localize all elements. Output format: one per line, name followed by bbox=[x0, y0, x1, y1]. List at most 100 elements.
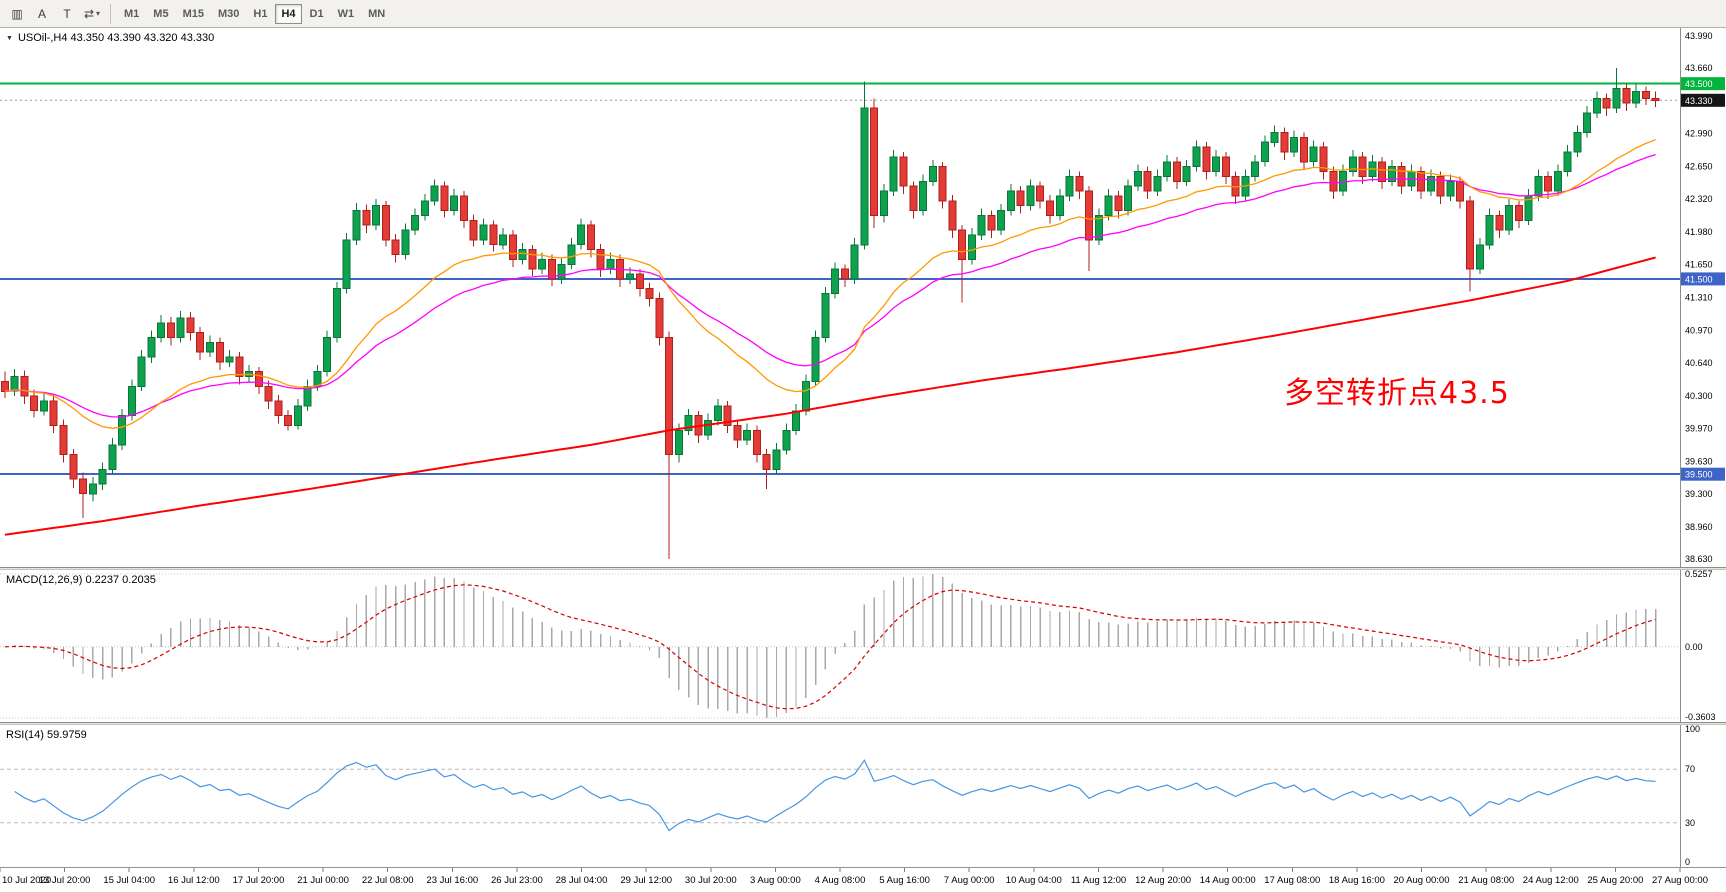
svg-text:14 Aug 00:00: 14 Aug 00:00 bbox=[1200, 875, 1256, 886]
svg-text:0.5257: 0.5257 bbox=[1685, 570, 1713, 579]
timeframe-m30-button[interactable]: M30 bbox=[212, 4, 245, 24]
svg-text:41.500: 41.500 bbox=[1685, 274, 1713, 284]
support2-price-badge bbox=[1681, 467, 1725, 481]
svg-text:42.650: 42.650 bbox=[1685, 162, 1713, 172]
svg-text:43.990: 43.990 bbox=[1685, 31, 1713, 41]
svg-text:18 Aug 16:00: 18 Aug 16:00 bbox=[1329, 875, 1385, 886]
timeframe-m15-button[interactable]: M15 bbox=[177, 4, 210, 24]
rsi-label: RSI(14) 59.9759 bbox=[6, 729, 87, 741]
support1-price-badge bbox=[1681, 272, 1725, 286]
svg-text:24 Aug 12:00: 24 Aug 12:00 bbox=[1523, 875, 1579, 886]
macd-histogram bbox=[13, 574, 1657, 718]
horizontal-level-lines[interactable] bbox=[0, 82, 1680, 476]
dropdown-caret-icon: ▾ bbox=[96, 9, 101, 18]
svg-text:26 Jul 23:00: 26 Jul 23:00 bbox=[491, 875, 543, 886]
svg-text:41.980: 41.980 bbox=[1685, 227, 1713, 237]
svg-text:43.330: 43.330 bbox=[1685, 96, 1713, 106]
panel-splitter-2[interactable] bbox=[0, 722, 1726, 725]
svg-text:39.970: 39.970 bbox=[1685, 423, 1713, 433]
svg-text:40.970: 40.970 bbox=[1685, 326, 1713, 336]
symbol-cycler-tool-button[interactable]: ⇄ ▾ bbox=[80, 3, 104, 25]
svg-text:42.320: 42.320 bbox=[1685, 194, 1713, 204]
timeframe-m5-button[interactable]: M5 bbox=[147, 4, 174, 24]
svg-text:30 Jul 20:00: 30 Jul 20:00 bbox=[685, 875, 737, 886]
svg-text:11 Aug 12:00: 11 Aug 12:00 bbox=[1071, 875, 1126, 886]
svg-text:28 Jul 04:00: 28 Jul 04:00 bbox=[556, 875, 608, 886]
svg-text:42.990: 42.990 bbox=[1685, 128, 1713, 138]
svg-text:30: 30 bbox=[1685, 818, 1695, 828]
svg-text:100: 100 bbox=[1685, 725, 1700, 734]
svg-text:0: 0 bbox=[1685, 857, 1690, 867]
macd-scale-background bbox=[1681, 570, 1726, 722]
svg-text:41.650: 41.650 bbox=[1685, 259, 1713, 269]
chart-tools-group: ▥ A T ⇄ ▾ bbox=[5, 3, 104, 25]
svg-text:25 Aug 20:00: 25 Aug 20:00 bbox=[1587, 875, 1643, 886]
time-axis-labels: 10 Jul 202013 Jul 20:00 15 Jul 04:00 16 Ju… bbox=[2, 875, 1708, 886]
ma-fast-line bbox=[4, 138, 1656, 429]
text-label-tool-button[interactable]: A bbox=[30, 3, 54, 25]
timeframe-d1-button[interactable]: D1 bbox=[304, 4, 330, 24]
svg-text:23 Jul 16:00: 23 Jul 16:00 bbox=[426, 875, 478, 886]
candles-layer bbox=[0, 68, 1660, 560]
ma-medium-line bbox=[4, 153, 1656, 418]
svg-text:29 Jul 12:00: 29 Jul 12:00 bbox=[620, 875, 672, 886]
svg-text:-0.3603: -0.3603 bbox=[1685, 712, 1716, 722]
top-toolbar: ▥ A T ⇄ ▾ M1 M5 M15 M30 H1 H4 D1 W1 MN bbox=[0, 0, 1726, 28]
svg-text:39.630: 39.630 bbox=[1685, 457, 1713, 467]
macd-signal-line bbox=[4, 584, 1656, 710]
svg-text:5 Aug 16:00: 5 Aug 16:00 bbox=[879, 875, 930, 886]
quick-trade-collapse-icon[interactable]: ▼ bbox=[6, 34, 13, 42]
toolbar-separator bbox=[110, 3, 111, 24]
svg-text:41.310: 41.310 bbox=[1685, 293, 1713, 303]
svg-text:27 Aug 00:00: 27 Aug 00:00 bbox=[1652, 875, 1708, 886]
timeframe-h1-button[interactable]: H1 bbox=[247, 4, 273, 24]
svg-text:40.640: 40.640 bbox=[1685, 358, 1713, 368]
main-chart[interactable]: 43.990 43.660 43.330 42.990 42.650 42.320 41.9… bbox=[0, 28, 1726, 567]
svg-text:38.960: 38.960 bbox=[1685, 522, 1713, 532]
svg-text:10 Jul 2020: 10 Jul 2020 bbox=[2, 875, 51, 886]
resistance-price-badge bbox=[1681, 77, 1725, 91]
symbol-ohlc-text: USOil-,H4 43.350 43.390 43.320 43.330 bbox=[17, 32, 215, 44]
macd-label: MACD(12,26,9) 0.2237 0.2035 bbox=[6, 574, 156, 586]
svg-text:4 Aug 08:00: 4 Aug 08:00 bbox=[815, 875, 866, 886]
svg-text:70: 70 bbox=[1685, 764, 1695, 774]
svg-text:40.300: 40.300 bbox=[1685, 391, 1713, 401]
charts-grid-icon-button[interactable]: ▥ bbox=[5, 3, 29, 25]
macd-panel[interactable]: 0.5257 0.00 -0.3603 bbox=[0, 570, 1726, 722]
svg-text:13 Jul 20:00: 13 Jul 20:00 bbox=[39, 875, 91, 886]
time-axis[interactable]: 10 Jul 202013 Jul 20:00 15 Jul 04:00 16 Ju… bbox=[0, 867, 1726, 892]
timeframe-h4-button[interactable]: H4 bbox=[275, 3, 302, 24]
svg-text:39.500: 39.500 bbox=[1685, 470, 1713, 480]
current-price-badge bbox=[1681, 93, 1725, 107]
svg-text:21 Jul 00:00: 21 Jul 00:00 bbox=[297, 875, 349, 886]
timeframe-toolbar: M1 M5 M15 M30 H1 H4 D1 W1 MN bbox=[117, 3, 392, 24]
svg-text:17 Aug 08:00: 17 Aug 08:00 bbox=[1264, 875, 1320, 886]
price-axis-labels: 43.990 43.660 43.330 42.990 42.650 42.320 41.9… bbox=[1685, 31, 1713, 564]
timeframe-mn-button[interactable]: MN bbox=[362, 4, 391, 24]
timeframe-w1-button[interactable]: W1 bbox=[332, 4, 361, 24]
svg-text:43.660: 43.660 bbox=[1685, 63, 1713, 73]
panel-splitter-1[interactable] bbox=[0, 567, 1726, 570]
time-scale[interactable] bbox=[0, 868, 1726, 892]
rsi-scale-background bbox=[1681, 725, 1726, 867]
svg-text:3 Aug 00:00: 3 Aug 00:00 bbox=[750, 875, 801, 886]
svg-text:0.00: 0.00 bbox=[1685, 642, 1703, 652]
time-ticks bbox=[0, 868, 1681, 872]
price-scale[interactable] bbox=[1680, 28, 1726, 567]
svg-text:10 Aug 04:00: 10 Aug 04:00 bbox=[1006, 875, 1062, 886]
svg-text:12 Aug 20:00: 12 Aug 20:00 bbox=[1135, 875, 1191, 886]
price-badges: 43.500 43.330 41.500 39.500 bbox=[1681, 77, 1725, 481]
svg-text:20 Aug 00:00: 20 Aug 00:00 bbox=[1394, 875, 1450, 886]
rsi-line bbox=[14, 759, 1656, 832]
macd-gridlines bbox=[0, 573, 1680, 719]
timeframe-m1-button[interactable]: M1 bbox=[118, 4, 145, 24]
svg-text:43.500: 43.500 bbox=[1685, 79, 1713, 89]
rsi-panel[interactable]: 100 70 30 0 bbox=[0, 725, 1726, 867]
chart-annotation: 多空转折点43.5 bbox=[1284, 376, 1510, 411]
ma-slow-line bbox=[4, 256, 1656, 536]
svg-text:21 Aug 08:00: 21 Aug 08:00 bbox=[1458, 875, 1514, 886]
rsi-level-lines bbox=[0, 768, 1680, 824]
svg-text:39.300: 39.300 bbox=[1685, 489, 1713, 499]
text-frame-tool-button[interactable]: T bbox=[55, 3, 79, 25]
